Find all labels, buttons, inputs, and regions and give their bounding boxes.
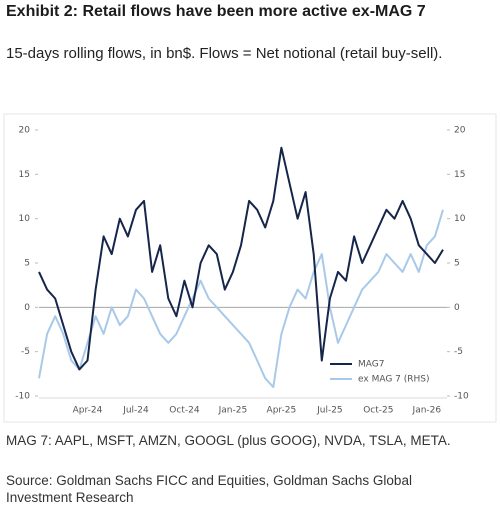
- y-tick-label: 20: [19, 126, 31, 136]
- x-tick-label: Apr-25: [267, 406, 297, 416]
- notes: MAG 7: AAPL, MSFT, AMZN, GOOGL (plus GOO…: [6, 433, 451, 448]
- x-tick-label: Jul-24: [122, 406, 149, 416]
- y-tick-label: -10: [15, 392, 30, 402]
- x-tick-label: Oct-25: [363, 406, 393, 416]
- y-tick-label: 15: [19, 170, 30, 180]
- subtitle: 15-days rolling flows, in bn$. Flows = N…: [6, 45, 443, 62]
- y2-tick-label: 5: [454, 259, 460, 269]
- y2-tick-label: 0: [454, 303, 460, 313]
- title: Exhibit 2: Retail flows have been more a…: [6, 3, 426, 20]
- y-tick-label: -5: [21, 347, 30, 357]
- y2-tick-label: -10: [454, 392, 469, 402]
- source: Source: Goldman Sachs FICC and Equities,…: [6, 473, 412, 505]
- x-tick-label: Jul-25: [316, 406, 343, 416]
- y-tick-label: 0: [24, 303, 30, 313]
- series-line: [38, 209, 444, 389]
- chart: -10 -5 0 5 10 15 20 -10 -5 0 5 10 15 20 Apr-24 Jul-24 Oc…: [3, 113, 497, 423]
- x-tick-label: Oct-24: [169, 406, 200, 416]
- y-tick-label: 10: [19, 214, 31, 224]
- y2-tick-label: 20: [454, 126, 466, 136]
- series-line: [38, 146, 444, 371]
- chart-frame: [3, 113, 497, 423]
- y2-tick-label: 10: [454, 214, 466, 224]
- x-tick-label: Jan-26: [412, 406, 442, 416]
- y2-tick-label: -5: [454, 347, 463, 357]
- x-tick-label: Apr-24: [73, 406, 103, 416]
- x-tick-label: Jan-25: [218, 406, 248, 416]
- legend-label: MAG7: [358, 360, 384, 370]
- y2-tick-label: 15: [454, 170, 465, 180]
- legend-label: ex MAG 7 (RHS): [358, 375, 430, 385]
- y-tick-label: 5: [24, 259, 30, 269]
